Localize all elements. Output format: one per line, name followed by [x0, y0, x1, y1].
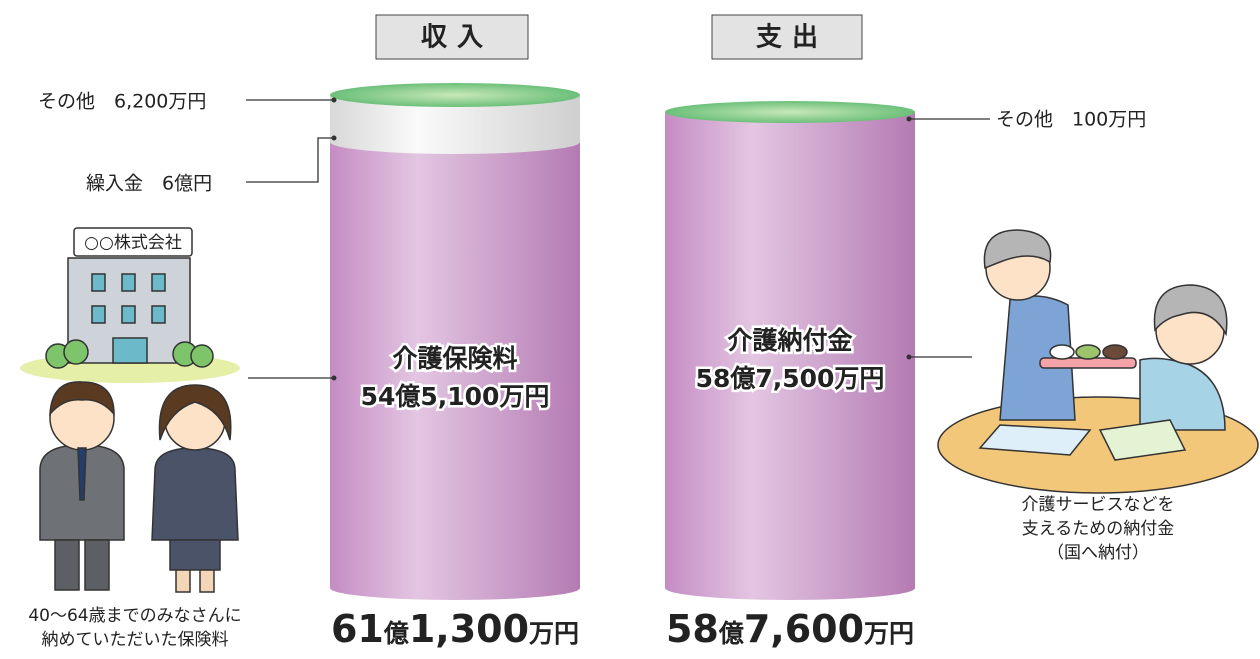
income-total: 61億1,300万円 [331, 607, 579, 651]
expense-total: 58億7,600万円 [666, 607, 914, 651]
total-part: 万円 [529, 619, 579, 648]
expense-main-amount: 58億7,500万円 [696, 364, 885, 393]
expense-main-title: 介護納付金 [727, 326, 852, 355]
expense-caption: 介護サービスなどを [1022, 495, 1175, 515]
total-part: 億 [383, 619, 409, 648]
building-illustration [20, 227, 240, 383]
expense-caption: 支えるための納付金 [1022, 519, 1175, 539]
expense-caption: （国へ納付） [1047, 543, 1149, 563]
income-header: 収入 [421, 23, 493, 53]
header-box [375, 14, 529, 60]
total-part: 万円 [864, 619, 914, 648]
total-part: 1,300 [409, 607, 529, 651]
people-illustration [39, 381, 239, 593]
income-transfer-label: 繰入金 6億円 [86, 173, 212, 195]
company-sign: ○○株式会社 [84, 233, 182, 253]
total-part: 58 [666, 607, 719, 651]
total-part: 億 [718, 619, 744, 648]
income-caption: 40〜64歳までのみなさんに [28, 606, 241, 626]
header-box [711, 14, 863, 60]
income-other-label: その他 6,200万円 [38, 91, 206, 113]
income-cylinder [330, 83, 580, 600]
expense-other-label: その他 100万円 [996, 109, 1146, 131]
care-illustration [937, 229, 1259, 494]
leader-lines [246, 97, 990, 381]
income-main-amount: 54億5,100万円 [361, 382, 550, 411]
total-part: 7,600 [744, 607, 864, 651]
total-part: 61 [331, 607, 384, 651]
income-main-title: 介護保険料 [392, 344, 517, 373]
income-caption: 納めていただいた保険料 [42, 630, 229, 650]
expense-cylinder [665, 101, 915, 600]
expense-header: 支出 [756, 23, 828, 53]
